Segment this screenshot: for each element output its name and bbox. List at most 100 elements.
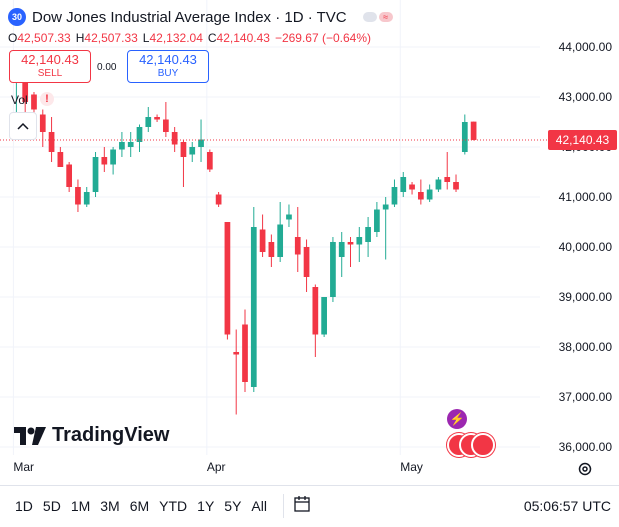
candle <box>312 284 319 357</box>
candle <box>233 329 240 415</box>
candle-body <box>242 324 248 382</box>
candle-body <box>347 242 354 245</box>
candle <box>391 179 398 207</box>
range-button-all[interactable]: All <box>251 498 267 514</box>
candle-body <box>409 184 415 190</box>
high-value: 42,507.33 <box>84 31 138 45</box>
price-tick-label: 38,000.00 <box>559 340 613 354</box>
time-tick-label: May <box>400 460 423 474</box>
candle <box>127 132 134 157</box>
candle-body <box>391 187 398 205</box>
data-problem-icon[interactable]: ≈ <box>378 12 393 22</box>
sell-button[interactable]: 42,140.43 SELL <box>9 50 91 83</box>
candle-body <box>426 189 433 200</box>
candle-body <box>224 222 231 335</box>
candle-body <box>338 242 345 257</box>
candle-body <box>39 114 46 132</box>
candle <box>66 162 73 192</box>
symbol-title[interactable]: Dow Jones Industrial Average Index · 1D … <box>32 8 347 26</box>
candle-body <box>294 237 301 255</box>
candle-body <box>250 227 257 387</box>
price-axis[interactable]: 44,000.0043,000.0042,000.0041,000.0040,0… <box>559 40 613 454</box>
candle-body <box>189 147 196 155</box>
candle-body <box>365 227 371 242</box>
candle <box>145 107 152 132</box>
candle <box>189 142 196 162</box>
candle-body <box>57 152 64 167</box>
event-flash-icon[interactable]: ⚡ <box>447 409 467 429</box>
volume-warning-icon[interactable]: ! <box>40 92 54 106</box>
candle <box>180 139 187 187</box>
candle-body <box>48 132 55 152</box>
price-tick-label: 43,000.00 <box>559 90 613 104</box>
price-tick-label: 37,000.00 <box>559 390 613 404</box>
candle <box>224 222 231 340</box>
economic-event-flag-icon[interactable] <box>471 433 495 457</box>
candle <box>286 204 292 227</box>
range-button-6m[interactable]: 6M <box>129 498 150 514</box>
candle <box>250 207 257 392</box>
candle-body <box>259 229 266 252</box>
candle <box>356 227 363 262</box>
candle-body <box>461 122 468 152</box>
candle-body <box>119 142 125 150</box>
candlestick-chart[interactable]: 44,000.0043,000.0042,000.0041,000.0040,0… <box>0 0 619 485</box>
candles-layer <box>13 52 477 415</box>
calendar-goto-icon[interactable] <box>293 494 313 514</box>
candle <box>39 109 46 147</box>
volume-legend[interactable]: Vol <box>11 93 28 107</box>
candle-body <box>206 152 213 170</box>
candle-body <box>66 164 73 187</box>
sell-label: SELL <box>37 67 63 79</box>
range-button-1d[interactable]: 1D <box>15 498 33 514</box>
buy-button[interactable]: 42,140.43 BUY <box>127 50 209 83</box>
candle <box>119 132 125 157</box>
candle-body <box>127 142 134 147</box>
candle-body <box>83 192 90 205</box>
market-status-icon[interactable] <box>362 12 377 22</box>
time-axis[interactable]: Mar Apr May <box>13 460 423 474</box>
candle <box>163 102 169 137</box>
header-status-pills[interactable]: ≈ <box>362 12 393 22</box>
symbol-badge-icon[interactable]: 30 <box>8 8 26 26</box>
candle-body <box>31 94 37 110</box>
range-button-3m[interactable]: 3M <box>100 498 120 514</box>
candle-body <box>470 121 477 140</box>
candle-body <box>198 139 204 147</box>
open-label: O <box>8 31 18 45</box>
range-button-5d[interactable]: 5D <box>42 498 61 514</box>
candle-body <box>233 352 240 355</box>
range-button-5y[interactable]: 5Y <box>224 498 242 514</box>
range-button-ytd[interactable]: YTD <box>159 498 188 514</box>
collapse-legend-button[interactable] <box>9 112 37 140</box>
price-tick-label: 39,000.00 <box>559 290 613 304</box>
candle-body <box>75 187 81 205</box>
chevron-up-icon <box>17 122 29 130</box>
candle <box>154 114 160 122</box>
close-label: C <box>207 31 217 45</box>
range-button-1m[interactable]: 1M <box>70 498 91 514</box>
candle <box>83 187 90 207</box>
candle-body <box>22 67 29 102</box>
sell-price: 42,140.43 <box>21 51 79 67</box>
candle <box>365 217 371 257</box>
candle-body <box>215 194 222 205</box>
candle <box>206 149 213 172</box>
range-button-1y[interactable]: 1Y <box>197 498 215 514</box>
candle-body <box>312 287 319 335</box>
candle <box>277 202 284 262</box>
candle <box>330 237 336 302</box>
candle-body <box>92 157 99 192</box>
candle <box>242 309 248 392</box>
time-tick-label: Mar <box>13 460 34 474</box>
high-label: H <box>75 31 85 45</box>
range-buttons: 1D 5D 1M 3M 6M YTD 1Y 5Y All <box>10 496 272 516</box>
tradingview-logo[interactable]: TradingView <box>14 424 169 447</box>
candle <box>461 114 468 155</box>
candle-body <box>268 242 275 257</box>
settings-icon[interactable] <box>577 461 593 477</box>
utc-clock[interactable]: 05:06:57 UTC <box>523 498 611 514</box>
change-value: −269.67 (−0.64%) <box>274 31 372 45</box>
candle-body <box>400 177 407 192</box>
toolbar-divider <box>283 494 284 518</box>
